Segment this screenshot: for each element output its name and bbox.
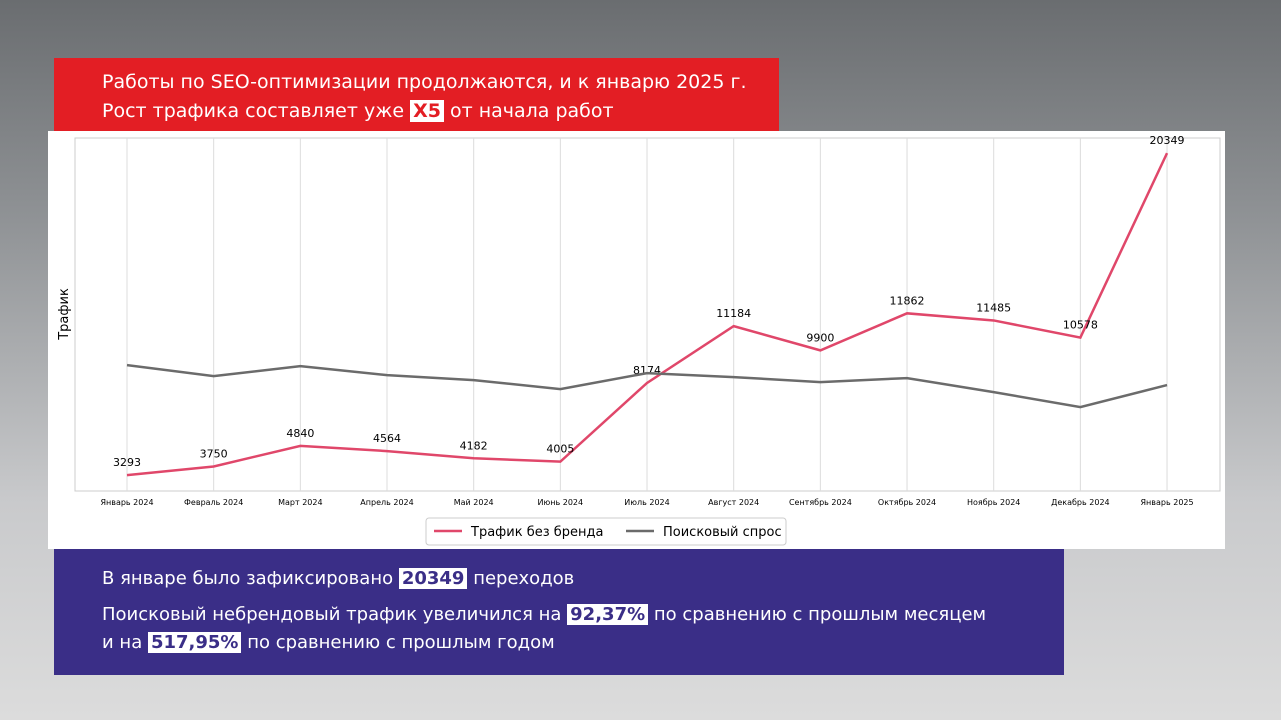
line-series (126, 363, 1168, 409)
legend-box (425, 517, 787, 546)
data-label: 4840 (286, 427, 314, 440)
x-tick-label: Июнь 2024 (538, 498, 584, 507)
text: переходов (473, 568, 575, 589)
x-tick-label: Ноябрь 2024 (967, 498, 1020, 507)
text: Рост трафика составляет уже (102, 100, 405, 122)
x-tick-label: Март 2024 (278, 498, 322, 507)
line-series (126, 152, 1169, 477)
data-label: 4005 (546, 443, 574, 456)
text: и на (102, 632, 143, 653)
text: по сравнению с прошлым годом (247, 632, 555, 653)
x-tick-label: Январь 2025 (1140, 498, 1193, 507)
data-label: 4564 (373, 432, 401, 445)
x-tick-label: Апрель 2024 (360, 498, 413, 507)
summary-line: В январе было зафиксировано 20349 перехо… (102, 565, 1064, 593)
data-label: 11485 (976, 301, 1011, 314)
chart-panel (48, 131, 1225, 549)
highlight: 20349 (398, 568, 468, 589)
x-tick-label: Июль 2024 (624, 498, 669, 507)
title-line: Рост трафика составляет уже X5 от начала… (102, 97, 779, 126)
text: В январе было зафиксировано (102, 568, 394, 589)
legend-label: Трафик без бренда (470, 525, 604, 540)
data-label: 4182 (460, 439, 488, 452)
data-label: 11862 (890, 294, 925, 307)
highlight: X5 (410, 100, 444, 122)
y-axis-label: Трафик (57, 288, 72, 341)
legend-label: Поисковый спрос (663, 525, 782, 540)
text: Поисковый небрендовый трафик увеличился … (102, 604, 562, 625)
data-label: 9900 (806, 331, 834, 344)
summary-line: Поисковый небрендовый трафик увеличился … (102, 601, 1064, 657)
x-tick-label: Январь 2024 (100, 498, 153, 507)
title-line: Работы по SEO-оптимизации продолжаются, … (102, 71, 747, 93)
summary-box: В январе было зафиксировано 20349 перехо… (54, 549, 1064, 675)
title-banner: Работы по SEO-оптимизации продолжаются, … (54, 58, 779, 131)
text: по сравнению с прошлым месяцем (653, 604, 987, 625)
data-label: 20349 (1150, 134, 1185, 147)
x-tick-label: Февраль 2024 (184, 498, 243, 507)
text: от начала работ (449, 100, 614, 122)
x-tick-label: Май 2024 (454, 498, 494, 507)
data-label: 3293 (113, 456, 141, 469)
x-tick-label: Август 2024 (708, 498, 759, 507)
x-tick-label: Декабрь 2024 (1051, 498, 1110, 507)
data-label: 3750 (200, 447, 228, 460)
data-label: 10578 (1063, 319, 1098, 332)
highlight: 92,37% (567, 604, 649, 625)
x-tick-label: Октябрь 2024 (878, 498, 936, 507)
x-tick-label: Сентябрь 2024 (789, 498, 852, 507)
highlight: 517,95% (147, 632, 242, 653)
data-label: 11184 (716, 307, 751, 320)
